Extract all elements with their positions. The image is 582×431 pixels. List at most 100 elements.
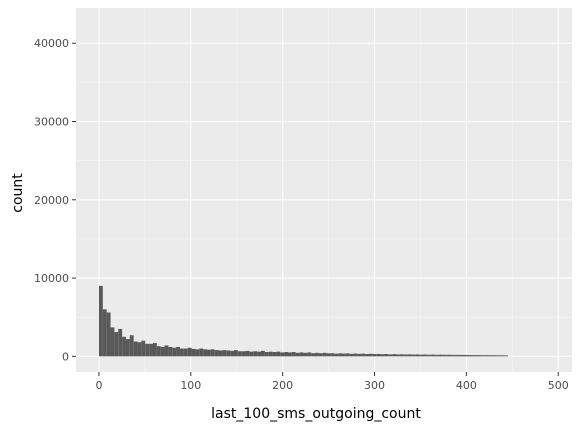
y-axis-ticks: 0 10000 20000 30000 40000 [34,37,76,363]
histogram-bar [384,353,389,357]
x-tick-label: 400 [456,379,477,392]
histogram-bar [125,339,130,357]
histogram-bar [253,351,258,357]
histogram-bar [357,353,362,357]
histogram-bar [469,355,474,357]
histogram-bar [484,355,489,357]
histogram-bar [172,347,177,357]
histogram-bar [388,354,393,357]
histogram-bar [426,354,431,357]
histogram-bar [233,350,238,357]
panel-background [76,8,572,372]
histogram-bar [206,349,211,357]
histogram-bar [133,341,138,357]
histogram-bar [176,346,180,357]
histogram-bar [160,346,165,357]
histogram-bar [245,350,250,357]
histogram-bar [114,332,119,357]
histogram-bar [326,353,331,357]
histogram-bar [453,354,458,357]
histogram-bar [276,351,281,357]
histogram-bar [191,348,196,357]
histogram-bar [369,353,373,357]
histogram-bar [249,351,254,357]
histogram-bar [291,352,296,357]
histogram-bar [230,350,234,357]
x-tick-label: 200 [272,379,293,392]
histogram-bar [407,354,412,357]
histogram-bar [195,349,200,357]
histogram-bar [295,352,300,357]
histogram-bar [210,349,215,357]
histogram-bar [504,355,508,357]
histogram-bar [241,351,246,357]
histogram-bar [318,353,323,357]
histogram-bar [465,355,470,357]
y-tick-label: 0 [62,350,69,363]
histogram-bar [372,353,377,357]
histogram-bar [496,355,501,357]
histogram-bar [149,343,153,357]
histogram-bar [349,353,354,357]
histogram-bar [106,312,111,357]
histogram-bar [222,350,227,357]
histogram-bar [237,351,242,357]
minor-gridlines [76,8,572,372]
histogram-bar [129,335,134,357]
histogram-bar [361,353,366,357]
y-tick-label: 40000 [34,37,69,50]
histogram-bar [179,348,184,357]
y-axis-title: count [10,173,26,213]
histogram-bar [376,353,381,357]
histogram-bar [392,354,397,357]
histogram-bar [287,352,292,357]
histogram-bar [399,354,404,357]
histogram-bar [218,350,223,357]
histogram-bar [345,353,350,357]
histogram-bar [334,353,339,357]
histogram-bar [268,351,273,357]
histogram-bar [226,350,231,357]
histogram-bar [183,348,188,357]
histogram-bar [488,355,493,357]
y-tick-label: 10000 [34,272,69,285]
histogram-bar [353,353,358,357]
histogram-bar [492,355,497,357]
histogram-bar [480,355,485,357]
histogram-bar [434,354,439,357]
histogram-bar [330,353,335,357]
histogram-bar [430,354,435,357]
histogram-bar [156,346,161,357]
histogram-bar [338,353,343,357]
histogram-bar [473,355,478,357]
histogram-bar [122,336,126,357]
x-tick-label: 300 [364,379,385,392]
histogram-bar [342,353,346,357]
histogram-bar [365,353,370,357]
histogram-bar [299,352,304,357]
histogram-bar [477,355,481,357]
histogram-bar [396,354,400,357]
histogram-bar [457,354,462,357]
histogram-bar [264,352,269,357]
histogram-bar [145,343,150,357]
histogram-bar [303,352,308,357]
histogram-bar [450,354,454,357]
histogram-bar [214,350,219,357]
histogram-bar [141,340,146,357]
histogram-bar [311,353,315,357]
histogram-bar [118,328,123,357]
histogram-bar [110,327,115,357]
histogram-bar [187,347,192,357]
histogram-bar [438,354,443,357]
x-tick-label: 100 [180,379,201,392]
histogram-bar [322,352,327,357]
histogram-bar [446,354,451,357]
histogram-bar [307,352,312,357]
histogram-bar [168,346,173,357]
histogram-bar [199,348,204,357]
histogram-bar [314,352,319,357]
histogram-bar [415,354,420,357]
histogram-bar [257,351,261,357]
